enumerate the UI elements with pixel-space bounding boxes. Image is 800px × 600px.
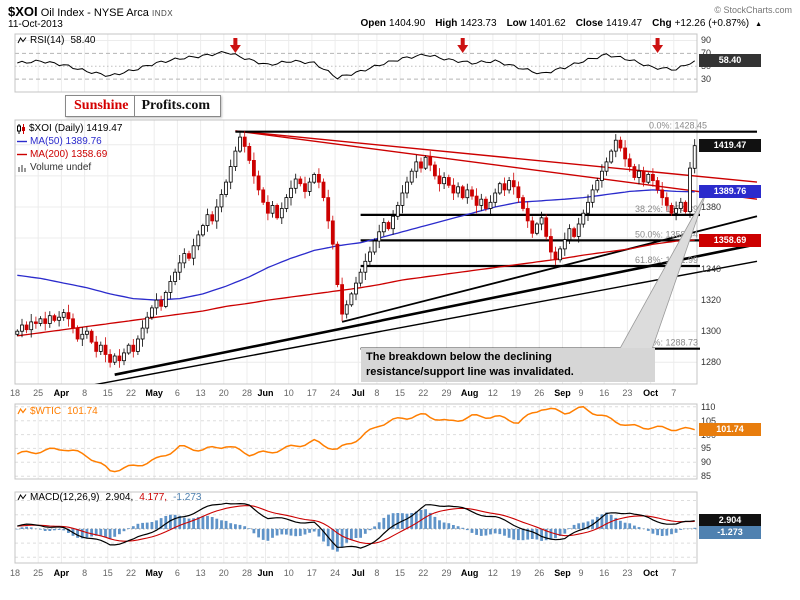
- wtic-vgrid: [14, 404, 675, 479]
- red-down-arrow-icon: [652, 38, 664, 53]
- macd-signal-line: [17, 505, 695, 545]
- wtic-line: [16, 405, 695, 473]
- rsi-line: [17, 50, 695, 80]
- fib-label: 0.0%: 1428.45: [649, 121, 707, 131]
- fib-label: 100.0%: 1288.73: [630, 338, 698, 348]
- candles: [15, 130, 697, 368]
- fib-label: 50.0%: 1358.44: [635, 229, 698, 239]
- macd-line: [17, 502, 695, 549]
- rsi-vgrid: [14, 34, 675, 92]
- fib-label: 61.8%: 1341.99: [635, 255, 698, 265]
- red-down-arrow-icon: [229, 38, 241, 53]
- main-panel-border: [14, 119, 698, 385]
- ma50-line: [17, 189, 695, 301]
- wtic-panel-border: [14, 403, 698, 480]
- red-down-arrow-icon: [457, 38, 469, 53]
- sell-arrows: [229, 38, 664, 53]
- macd-vgrid: [14, 492, 675, 563]
- rsi-panel-border: [14, 33, 698, 93]
- macd-panel-border: [14, 491, 698, 564]
- main-vgrid: [14, 120, 675, 384]
